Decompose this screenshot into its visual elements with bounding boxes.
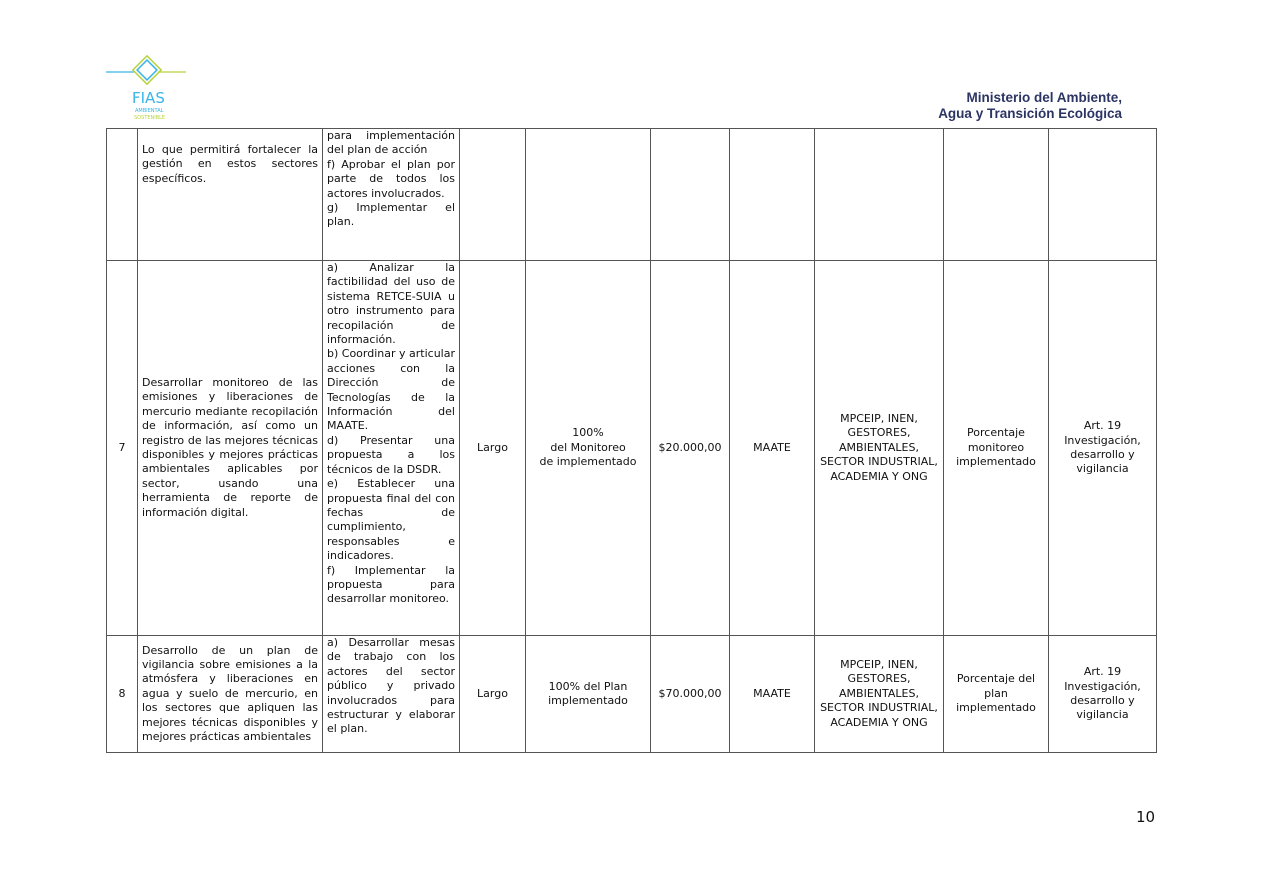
budget-cell: $20.000,00 — [650, 260, 730, 636]
objective-cell: Lo que permitirá fortalecer la gestión e… — [137, 128, 323, 261]
table-row: 8 Desarrollo de un plan de vigilancia sob… — [106, 635, 1157, 753]
term-cell — [459, 128, 526, 261]
table-row: 7 Desarrollar monitoreo de las emisiones … — [106, 260, 1157, 636]
svg-text:SOSTENIBLE: SOSTENIBLE — [134, 115, 165, 121]
svg-text:FIAS: FIAS — [132, 89, 165, 107]
ministry-line-1: Ministerio del Ambiente, — [966, 90, 1122, 105]
indicator-cell: Porcentaje del plan implementado — [943, 635, 1049, 753]
goal-cell: 100% del Monitoreo de implementado — [525, 260, 651, 636]
term-cell: Largo — [459, 635, 526, 753]
indicator-cell — [943, 128, 1049, 261]
indicator-cell: Porcentaje monitoreo implementado — [943, 260, 1049, 636]
term-cell: Largo — [459, 260, 526, 636]
co-responsible-cell: MPCEIP, INEN, GESTORES, AMBIENTALES, SEC… — [814, 260, 944, 636]
ministry-line-2: Agua y Transición Ecológica — [938, 106, 1122, 121]
budget-cell — [650, 128, 730, 261]
activities-cell: a) Analizar la factibilidad del uso de s… — [322, 260, 460, 636]
action-plan-table: Lo que permitirá fortalecer la gestión e… — [106, 128, 1157, 753]
objective-cell: Desarrollar monitoreo de las emisiones y… — [137, 260, 323, 636]
responsible-cell: MAATE — [729, 635, 815, 753]
ministry-logo: Ministerio del Ambiente, Agua y Transici… — [880, 90, 1122, 122]
goal-cell: 100% del Plan implementado — [525, 635, 651, 753]
page-number: 10 — [1136, 808, 1156, 826]
co-responsible-cell — [814, 128, 944, 261]
objective-cell: Desarrollo de un plan de vigilancia sobr… — [137, 635, 323, 753]
svg-text:AMBIENTAL: AMBIENTAL — [135, 108, 164, 114]
legal-basis-cell: Art. 19 Investigación, desarrollo y vigi… — [1048, 635, 1157, 753]
responsible-cell: MAATE — [729, 260, 815, 636]
responsible-cell — [729, 128, 815, 261]
table-row: Lo que permitirá fortalecer la gestión e… — [106, 128, 1157, 261]
goal-cell — [525, 128, 651, 261]
activities-cell: a) Desarrollar mesas de trabajo con los … — [322, 635, 460, 753]
co-responsible-cell: MPCEIP, INEN, GESTORES, AMBIENTALES, SEC… — [814, 635, 944, 753]
budget-cell: $70.000,00 — [650, 635, 730, 753]
row-number: 8 — [106, 635, 138, 753]
row-number: 7 — [106, 260, 138, 636]
row-number — [106, 128, 138, 261]
fias-logo: FIAS AMBIENTAL SOSTENIBLE — [106, 54, 188, 125]
legal-basis-cell — [1048, 128, 1157, 261]
legal-basis-cell: Art. 19 Investigación, desarrollo y vigi… — [1048, 260, 1157, 636]
activities-cell: para implementación del plan de acción f… — [322, 128, 460, 261]
